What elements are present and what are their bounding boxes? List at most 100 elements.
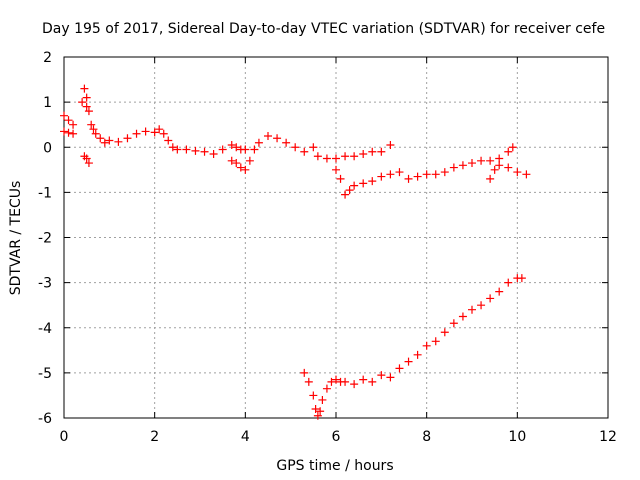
- data-point: [173, 145, 182, 154]
- data-point: [513, 168, 522, 177]
- data-point: [300, 368, 309, 377]
- data-point: [341, 152, 350, 161]
- data-point: [395, 364, 404, 373]
- data-point: [495, 161, 504, 170]
- data-point: [504, 278, 513, 287]
- y-tick-label: -4: [38, 321, 52, 337]
- data-point: [291, 143, 300, 152]
- x-tick-label: 4: [241, 429, 250, 445]
- data-point: [191, 146, 200, 155]
- data-point: [227, 140, 236, 149]
- data-point: [322, 384, 331, 393]
- y-axis-label: SDTVAR / TECUs: [8, 181, 24, 296]
- data-point: [504, 147, 513, 156]
- marks-layer: [60, 84, 531, 420]
- data-point: [250, 145, 259, 154]
- y-tick-label: -6: [38, 411, 52, 427]
- y-tick-label: 0: [43, 140, 52, 156]
- data-point: [78, 98, 87, 107]
- y-tick-label: -3: [38, 276, 52, 292]
- x-tick-label: 8: [422, 429, 431, 445]
- data-point: [431, 337, 440, 346]
- data-point: [89, 125, 98, 134]
- x-tick-label: 12: [599, 429, 617, 445]
- data-point: [368, 177, 377, 186]
- data-point: [87, 120, 96, 129]
- data-point: [82, 93, 91, 102]
- data-point: [327, 377, 336, 386]
- x-tick-label: 10: [508, 429, 526, 445]
- data-point: [218, 145, 227, 154]
- data-point: [282, 138, 291, 147]
- data-point: [395, 168, 404, 177]
- data-point: [322, 154, 331, 163]
- data-point: [350, 181, 359, 190]
- data-point: [313, 411, 322, 420]
- data-point: [60, 127, 68, 136]
- data-point: [377, 147, 386, 156]
- data-point: [82, 154, 91, 163]
- data-point: [182, 145, 191, 154]
- data-point: [164, 136, 173, 145]
- data-point: [150, 128, 159, 137]
- data-point: [316, 407, 325, 416]
- data-point: [264, 131, 272, 140]
- data-point: [341, 377, 350, 386]
- data-point: [84, 159, 93, 168]
- data-point: [159, 129, 168, 138]
- data-point: [168, 143, 177, 152]
- grid-layer: [64, 57, 608, 418]
- data-point: [517, 274, 526, 283]
- data-point: [413, 350, 422, 359]
- data-point: [458, 161, 467, 170]
- data-point: [96, 134, 105, 143]
- data-point: [522, 170, 531, 179]
- y-tick-label: -1: [38, 185, 52, 201]
- data-point: [422, 341, 431, 350]
- data-point: [241, 165, 250, 174]
- data-point: [449, 163, 458, 172]
- data-point: [468, 159, 476, 168]
- data-point: [141, 127, 150, 136]
- data-point: [64, 116, 73, 125]
- data-point: [313, 152, 322, 161]
- data-point: [209, 150, 218, 159]
- data-point: [477, 301, 486, 310]
- y-tick-label: -2: [38, 231, 52, 247]
- data-point: [309, 391, 318, 400]
- data-point: [386, 170, 395, 179]
- data-point: [300, 147, 309, 156]
- data-point: [440, 168, 449, 177]
- data-point: [345, 186, 354, 195]
- data-point: [495, 154, 504, 163]
- data-point: [200, 147, 209, 156]
- data-point: [404, 174, 413, 183]
- data-point: [468, 305, 476, 314]
- data-point: [332, 154, 340, 163]
- data-point: [486, 294, 495, 303]
- data-point: [377, 371, 386, 380]
- data-point: [422, 170, 431, 179]
- x-tick-label: 6: [332, 429, 341, 445]
- y-tick-label: -5: [38, 366, 52, 382]
- data-point: [245, 156, 254, 165]
- data-point: [123, 134, 132, 143]
- x-tick-label: 0: [60, 429, 69, 445]
- data-point: [232, 159, 241, 168]
- data-point: [404, 357, 413, 366]
- data-point: [486, 156, 495, 165]
- data-point: [508, 143, 517, 152]
- data-point: [273, 134, 282, 143]
- data-point: [458, 312, 467, 321]
- data-point: [318, 395, 327, 404]
- data-point: [431, 170, 440, 179]
- data-point: [304, 377, 313, 386]
- data-point: [91, 129, 100, 138]
- data-point: [341, 190, 350, 199]
- data-point: [254, 138, 263, 147]
- data-point: [80, 84, 89, 93]
- data-point: [359, 179, 368, 188]
- data-point: [332, 375, 340, 384]
